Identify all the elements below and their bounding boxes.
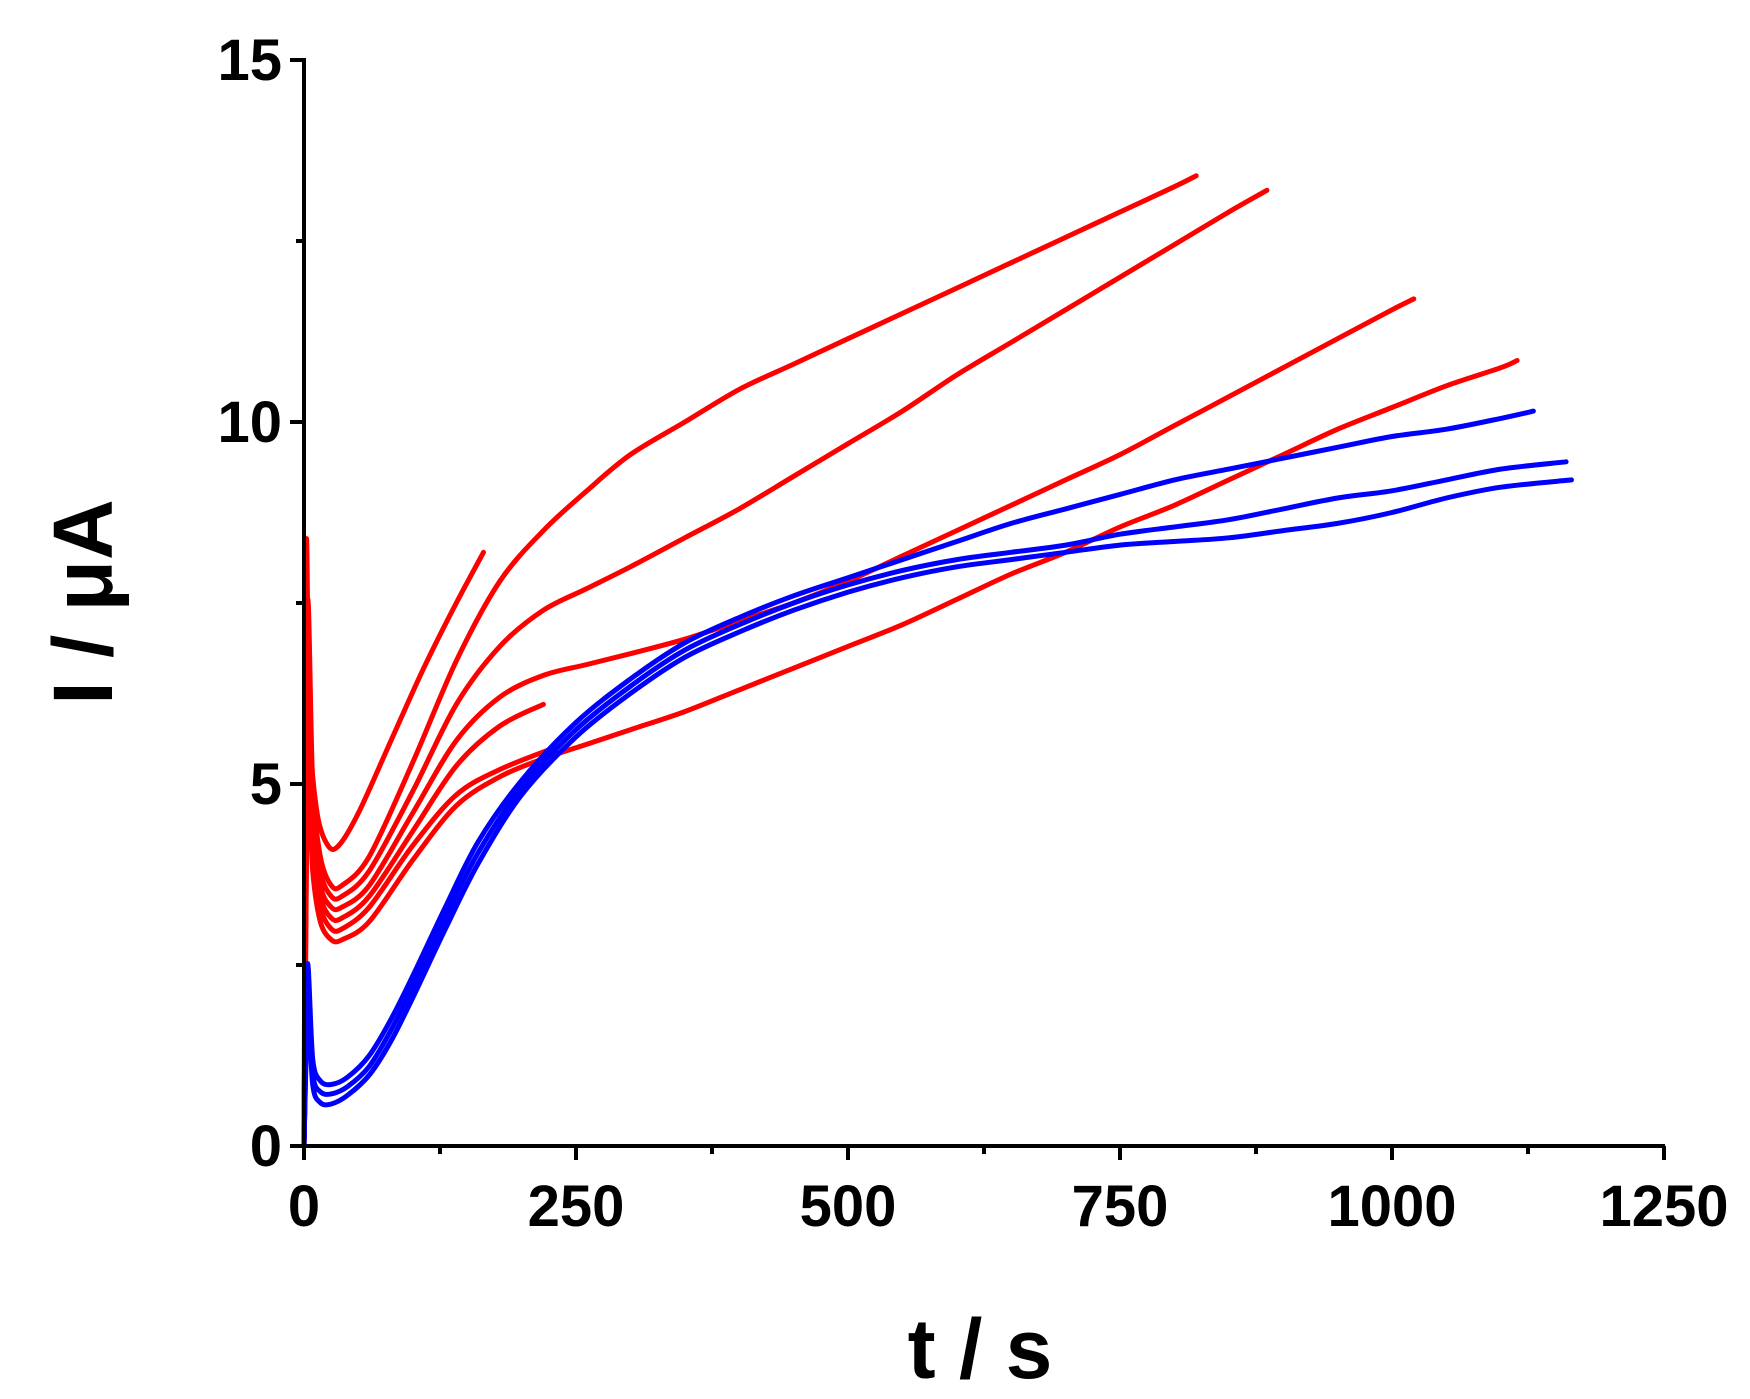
y-tick-label: 0 <box>250 1114 282 1179</box>
blue-series-line-9 <box>301 459 1569 1149</box>
red-series-line-6 <box>301 727 557 1149</box>
x-tick-label: 1250 <box>1599 1174 1728 1239</box>
red-series-line-3 <box>301 187 1270 1149</box>
blue-series-line-8 <box>301 408 1536 1149</box>
blue-series-line-10 <box>301 477 1574 1149</box>
axes <box>302 58 1665 1148</box>
red-series-line-7 <box>301 358 1520 1149</box>
red-series-line-5 <box>301 698 546 1149</box>
x-tick-label: 250 <box>528 1174 625 1239</box>
red-series-line-4 <box>301 296 1417 1149</box>
x-tick-label: 500 <box>800 1174 897 1239</box>
ticks <box>290 58 1666 1160</box>
y-tick-label: 5 <box>250 752 282 817</box>
series-layer <box>301 173 1574 1149</box>
x-tick-label: 750 <box>1072 1174 1169 1239</box>
x-tick-label: 0 <box>288 1174 320 1239</box>
y-tick-label: 15 <box>217 28 282 93</box>
x-axis-title: t / s <box>908 1302 1053 1396</box>
red-series-line-1 <box>301 536 486 1149</box>
red-series-line-2 <box>301 173 1199 1149</box>
x-tick-label: 1000 <box>1327 1174 1456 1239</box>
tick-labels: 0 250 500 750 1000 1250 0 5 10 15 <box>217 28 1728 1239</box>
y-tick-label: 10 <box>217 390 282 455</box>
y-axis-title: I / μA <box>36 499 130 704</box>
